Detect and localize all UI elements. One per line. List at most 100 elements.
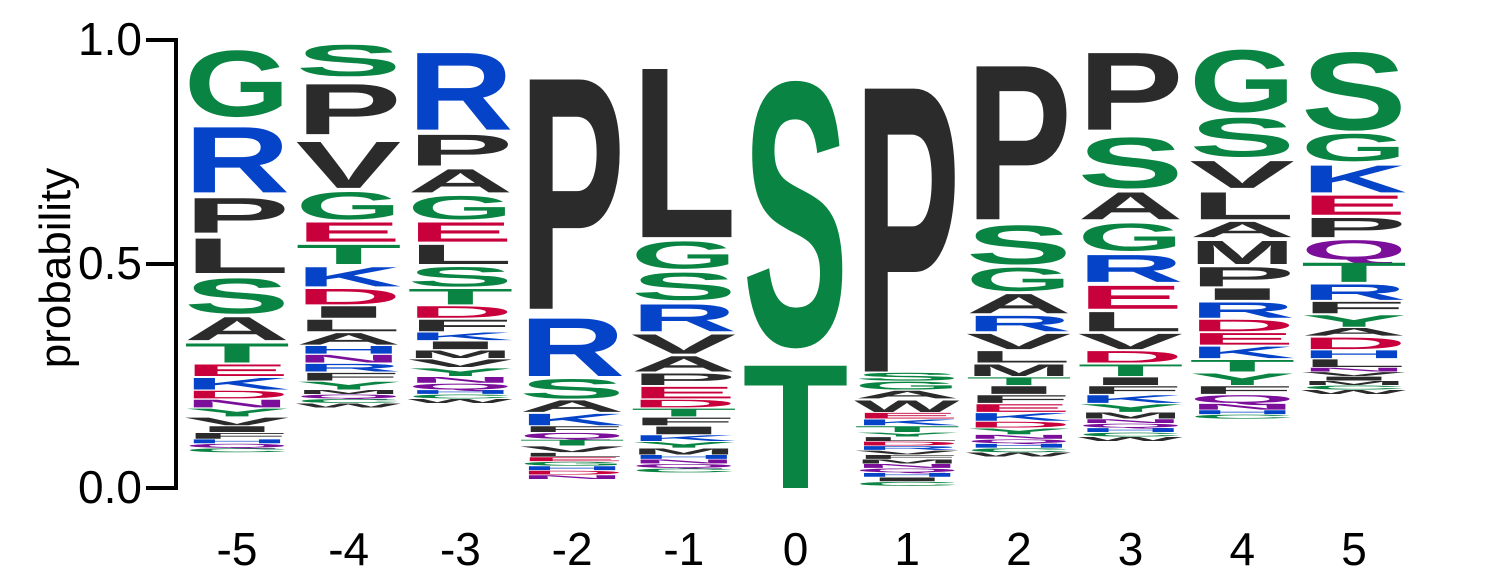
logo-letter: I: [296, 303, 402, 322]
logo-letter: V: [184, 415, 290, 427]
logo-letter: Q: [854, 467, 960, 473]
logo-letter: R: [631, 296, 737, 339]
logo-letter: A: [184, 310, 290, 347]
logo-letter: E: [1189, 330, 1295, 349]
logo-letter: C: [296, 398, 402, 404]
logo-letter: D: [519, 470, 625, 476]
logo-letter: A: [631, 352, 737, 377]
logo-letter: A: [1078, 184, 1184, 227]
logo-letter: H: [966, 443, 1072, 449]
logo-letter: V: [854, 449, 960, 455]
logo-letter: V: [296, 127, 402, 202]
logo-letter: F: [519, 425, 625, 434]
logo-letter: N: [519, 474, 625, 480]
logo-letter: I: [1078, 375, 1184, 387]
logo-letter: T: [1189, 357, 1295, 376]
logo-letter: N: [631, 458, 737, 464]
logo-letter: G: [184, 31, 290, 137]
logo-letter: F: [407, 316, 513, 335]
logo-letter: T: [743, 328, 849, 526]
logo-letter: L: [966, 348, 1072, 367]
logo-letter: H: [519, 465, 625, 471]
logo-letter: M: [854, 458, 960, 464]
logo-letter: P: [1189, 262, 1295, 293]
logo-letter: P: [966, 18, 1072, 266]
logo-letter: C: [407, 393, 513, 399]
logo-letter: C: [184, 447, 290, 453]
logo-letter: V: [966, 329, 1072, 354]
logo-letter: M: [296, 389, 402, 395]
logo-letter: Y: [1189, 370, 1295, 389]
logo-letter: L: [1189, 184, 1295, 228]
y-tick-label: 0.5: [78, 237, 142, 289]
logo-letter: F: [184, 431, 290, 440]
logo-letter: G: [854, 379, 960, 391]
logo-letter: W: [1301, 389, 1407, 395]
logo-letter: R: [1078, 247, 1184, 290]
logo-letter: L: [854, 436, 960, 442]
logo-letter: R: [1189, 298, 1295, 323]
logo-letter: Y: [631, 440, 737, 449]
logo-letter: H: [296, 344, 402, 356]
logo-letter: M: [631, 447, 737, 456]
logo-letter: A: [519, 397, 625, 416]
logo-letter: N: [1189, 402, 1295, 411]
logo-letter: I: [966, 384, 1072, 396]
logo-letter: S: [966, 214, 1072, 276]
logo-letter: R: [184, 107, 290, 213]
logo-letter: L: [519, 452, 625, 458]
logo-letter: E: [296, 217, 402, 248]
logo-letter: S: [519, 374, 625, 405]
logo-letter: I: [184, 424, 290, 433]
logo-letter: Q: [184, 443, 290, 449]
y-axis-label: probability: [31, 167, 80, 369]
logo-letter: S: [631, 265, 737, 309]
logo-letter: T: [631, 406, 737, 418]
logo-letter: P: [631, 370, 737, 389]
logo-column: ST: [743, 4, 849, 526]
logo-letter: K: [519, 410, 625, 429]
logo-letter: I: [407, 339, 513, 351]
logo-letter: F: [296, 371, 402, 383]
logo-letter: N: [966, 434, 1072, 440]
logo-letter: E: [854, 411, 960, 420]
logo-letter: P: [1301, 212, 1407, 243]
logo-letter: K: [631, 434, 737, 443]
logo-letter: P: [1078, 30, 1184, 154]
logo-letter: K: [296, 261, 402, 292]
logo-letter: L: [296, 316, 402, 335]
logo-letter: S: [1078, 123, 1184, 204]
logo-letter: R: [407, 29, 513, 154]
logo-letter: C: [631, 467, 737, 473]
logo-letter: L: [1301, 357, 1407, 369]
logo-letter: C: [1078, 432, 1184, 438]
logo-letter: E: [184, 361, 290, 380]
logo-letter: M: [1189, 234, 1295, 271]
logo-letter: Q: [631, 463, 737, 469]
logo-letter: F: [1301, 298, 1407, 317]
logo-letter: G: [1189, 32, 1295, 131]
x-tick-label: 5: [1341, 523, 1367, 575]
logo-letter: H: [854, 472, 960, 478]
logo-letter: S: [296, 35, 402, 85]
logo-letter: D: [1189, 316, 1295, 335]
logo-letter: L: [1078, 306, 1184, 337]
logo-letter: D: [854, 440, 960, 446]
logo-letter: Y: [854, 431, 960, 437]
logo-letter: K: [854, 418, 960, 427]
y-axis: 0.0 0.5 1.0: [78, 13, 178, 513]
logo-letter: V: [1301, 371, 1407, 377]
logo-letter: T: [519, 438, 625, 447]
logo-letter: V: [1078, 329, 1184, 354]
logo-letter: M: [1078, 411, 1184, 420]
logo-letter: H: [407, 389, 513, 395]
logo-letter: W: [854, 397, 960, 416]
logo-letter: W: [296, 402, 402, 408]
logo-letter: P: [184, 187, 290, 243]
logo-letter: Y: [1078, 402, 1184, 414]
logo-letter: W: [1078, 436, 1184, 442]
